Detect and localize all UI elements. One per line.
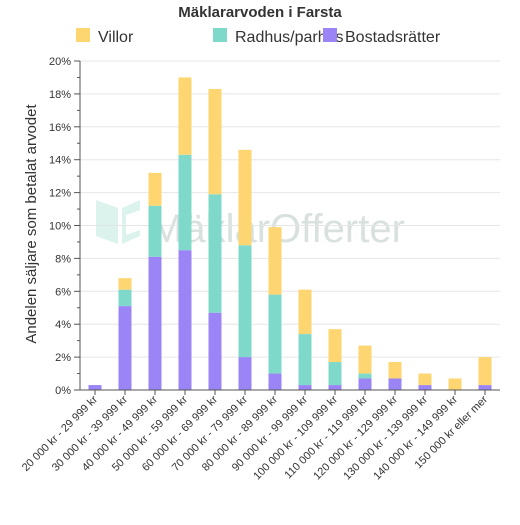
legend-swatch — [76, 28, 90, 42]
bar-segment[interactable] — [418, 373, 432, 386]
bar-segment[interactable] — [418, 385, 432, 390]
legend-swatch — [323, 28, 337, 42]
y-tick-label: 12% — [49, 188, 71, 200]
bar-segment[interactable] — [328, 385, 342, 390]
bar-segment[interactable] — [268, 373, 282, 390]
bar-segment[interactable] — [118, 289, 132, 307]
y-tick-label: 20% — [49, 56, 71, 68]
bar-segment[interactable] — [178, 77, 192, 155]
bar-segment[interactable] — [238, 357, 252, 390]
bar-segment[interactable] — [238, 149, 252, 246]
bar-segment[interactable] — [358, 378, 372, 390]
legend: Villor Radhus/parhus Bostadsrätter — [76, 28, 441, 46]
bar-segment[interactable] — [238, 245, 252, 358]
bar-segment[interactable] — [328, 362, 342, 386]
bar-segment[interactable] — [178, 250, 192, 390]
chart-title: Mäklararvoden i Farsta — [178, 4, 342, 21]
bar-segment[interactable] — [358, 345, 372, 374]
bar-segment[interactable] — [448, 378, 462, 390]
bar-segment[interactable] — [298, 334, 312, 386]
bars — [88, 77, 492, 390]
grid — [80, 60, 500, 391]
y-axis-label: Andelen säljare som betalat arvodet — [23, 104, 40, 344]
watermark-logo — [96, 200, 140, 244]
legend-swatch — [213, 28, 227, 42]
bar-segment[interactable] — [478, 357, 492, 386]
legend-item[interactable]: Radhus/parhus — [213, 28, 344, 46]
legend-item[interactable]: Bostadsrätter — [323, 28, 441, 46]
bar-segment[interactable] — [88, 385, 102, 390]
y-tick-label: 10% — [49, 221, 71, 233]
legend-label: Radhus/parhus — [235, 29, 344, 46]
bar-segment[interactable] — [178, 154, 192, 251]
bar-segment[interactable] — [388, 362, 402, 379]
bar-segment[interactable] — [358, 373, 372, 379]
bar-segment[interactable] — [298, 385, 312, 390]
legend-label: Bostadsrätter — [345, 29, 441, 46]
bar-segment[interactable] — [208, 194, 222, 313]
bar-segment[interactable] — [148, 172, 162, 206]
y-tick-label: 0% — [55, 385, 71, 397]
bar-segment[interactable] — [388, 378, 402, 390]
bar-segment[interactable] — [148, 256, 162, 390]
legend-item[interactable]: Villor — [76, 28, 134, 46]
y-tick-label: 18% — [49, 89, 71, 101]
y-tick-label: 16% — [49, 122, 71, 134]
legend-label: Villor — [98, 29, 134, 46]
bar-segment[interactable] — [268, 294, 282, 374]
bar-segment[interactable] — [328, 329, 342, 363]
bar-segment[interactable] — [208, 88, 222, 195]
y-tick-label: 6% — [55, 286, 71, 298]
y-tick-label: 4% — [55, 319, 71, 331]
y-axis: 0% 2% 4% 6% 8% 10% 12% 14% 16% 18% 20% — [49, 56, 81, 397]
bar-segment[interactable] — [478, 385, 492, 390]
y-tick-label: 2% — [55, 352, 71, 364]
bar-segment[interactable] — [208, 312, 222, 390]
bar-segment[interactable] — [118, 278, 132, 290]
y-tick-label: 8% — [55, 253, 71, 265]
bar-segment[interactable] — [298, 289, 312, 335]
x-axis — [80, 389, 500, 395]
y-tick-label: 14% — [49, 155, 71, 167]
bar-segment[interactable] — [148, 205, 162, 257]
bar-segment[interactable] — [268, 227, 282, 295]
bar-segment[interactable] — [118, 306, 132, 390]
